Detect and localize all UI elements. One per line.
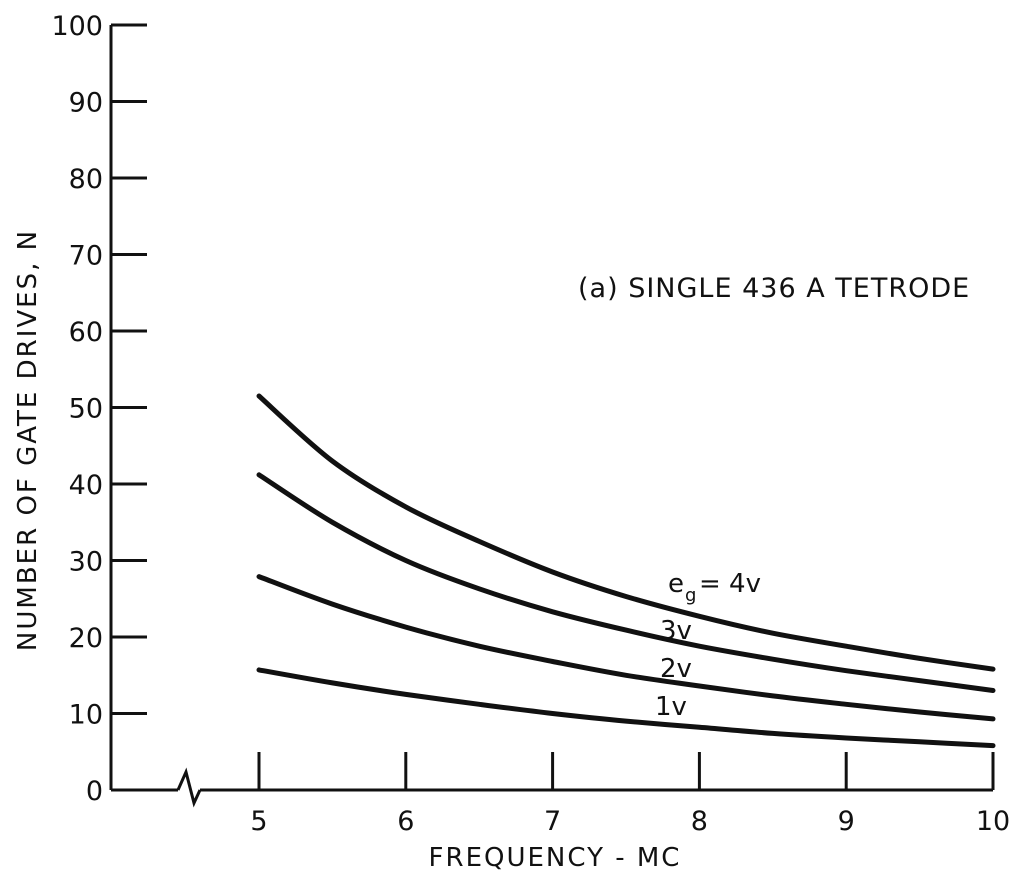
series-line-4v xyxy=(256,393,996,672)
y-tick-label: 60 xyxy=(69,317,103,348)
x-tick-label: 10 xyxy=(976,806,1010,837)
chart-annotation: (a) SINGLE 436 A TETRODE xyxy=(578,273,970,304)
y-tick-label: 40 xyxy=(69,470,103,501)
curve-label-2v: 2v xyxy=(660,654,692,684)
x-axis-title: FREQUENCY - MC xyxy=(429,843,682,872)
y-tick-label: 80 xyxy=(69,164,103,195)
y-tick-label: 90 xyxy=(69,88,103,119)
series-line-1v xyxy=(256,667,996,749)
y-tick-label: 50 xyxy=(69,394,103,425)
axes xyxy=(109,25,993,808)
x-ticks: 5 6 7 8 9 10 xyxy=(250,752,1010,837)
series-group xyxy=(256,393,996,749)
curve-label-3v: 3v xyxy=(660,616,692,646)
x-tick-label: 6 xyxy=(397,806,414,837)
x-tick-label: 5 xyxy=(250,806,267,837)
y-tick-label: 70 xyxy=(69,241,103,272)
y-ticks: 0 10 20 30 40 50 60 70 80 90 100 xyxy=(51,11,147,807)
svg-text:= 4v: = 4v xyxy=(699,569,761,599)
y-tick-label: 30 xyxy=(69,547,103,578)
y-tick-label: 10 xyxy=(69,700,103,731)
x-tick-label: 7 xyxy=(544,806,561,837)
series-line-2v xyxy=(256,574,996,722)
svg-text:g: g xyxy=(685,585,696,606)
curve-label-1v: 1v xyxy=(655,692,687,722)
y-axis-title: NUMBER OF GATE DRIVES, N xyxy=(13,229,43,651)
curve-label-4v: e g = 4v xyxy=(668,569,761,606)
y-tick-label: 20 xyxy=(69,623,103,654)
y-tick-label: 0 xyxy=(86,776,103,807)
svg-text:e: e xyxy=(668,569,684,599)
series-line-3v xyxy=(256,472,996,693)
y-tick-label: 100 xyxy=(51,11,103,42)
x-tick-label: 8 xyxy=(691,806,708,837)
axis-break-symbol xyxy=(176,767,202,808)
x-tick-label: 9 xyxy=(838,806,855,837)
